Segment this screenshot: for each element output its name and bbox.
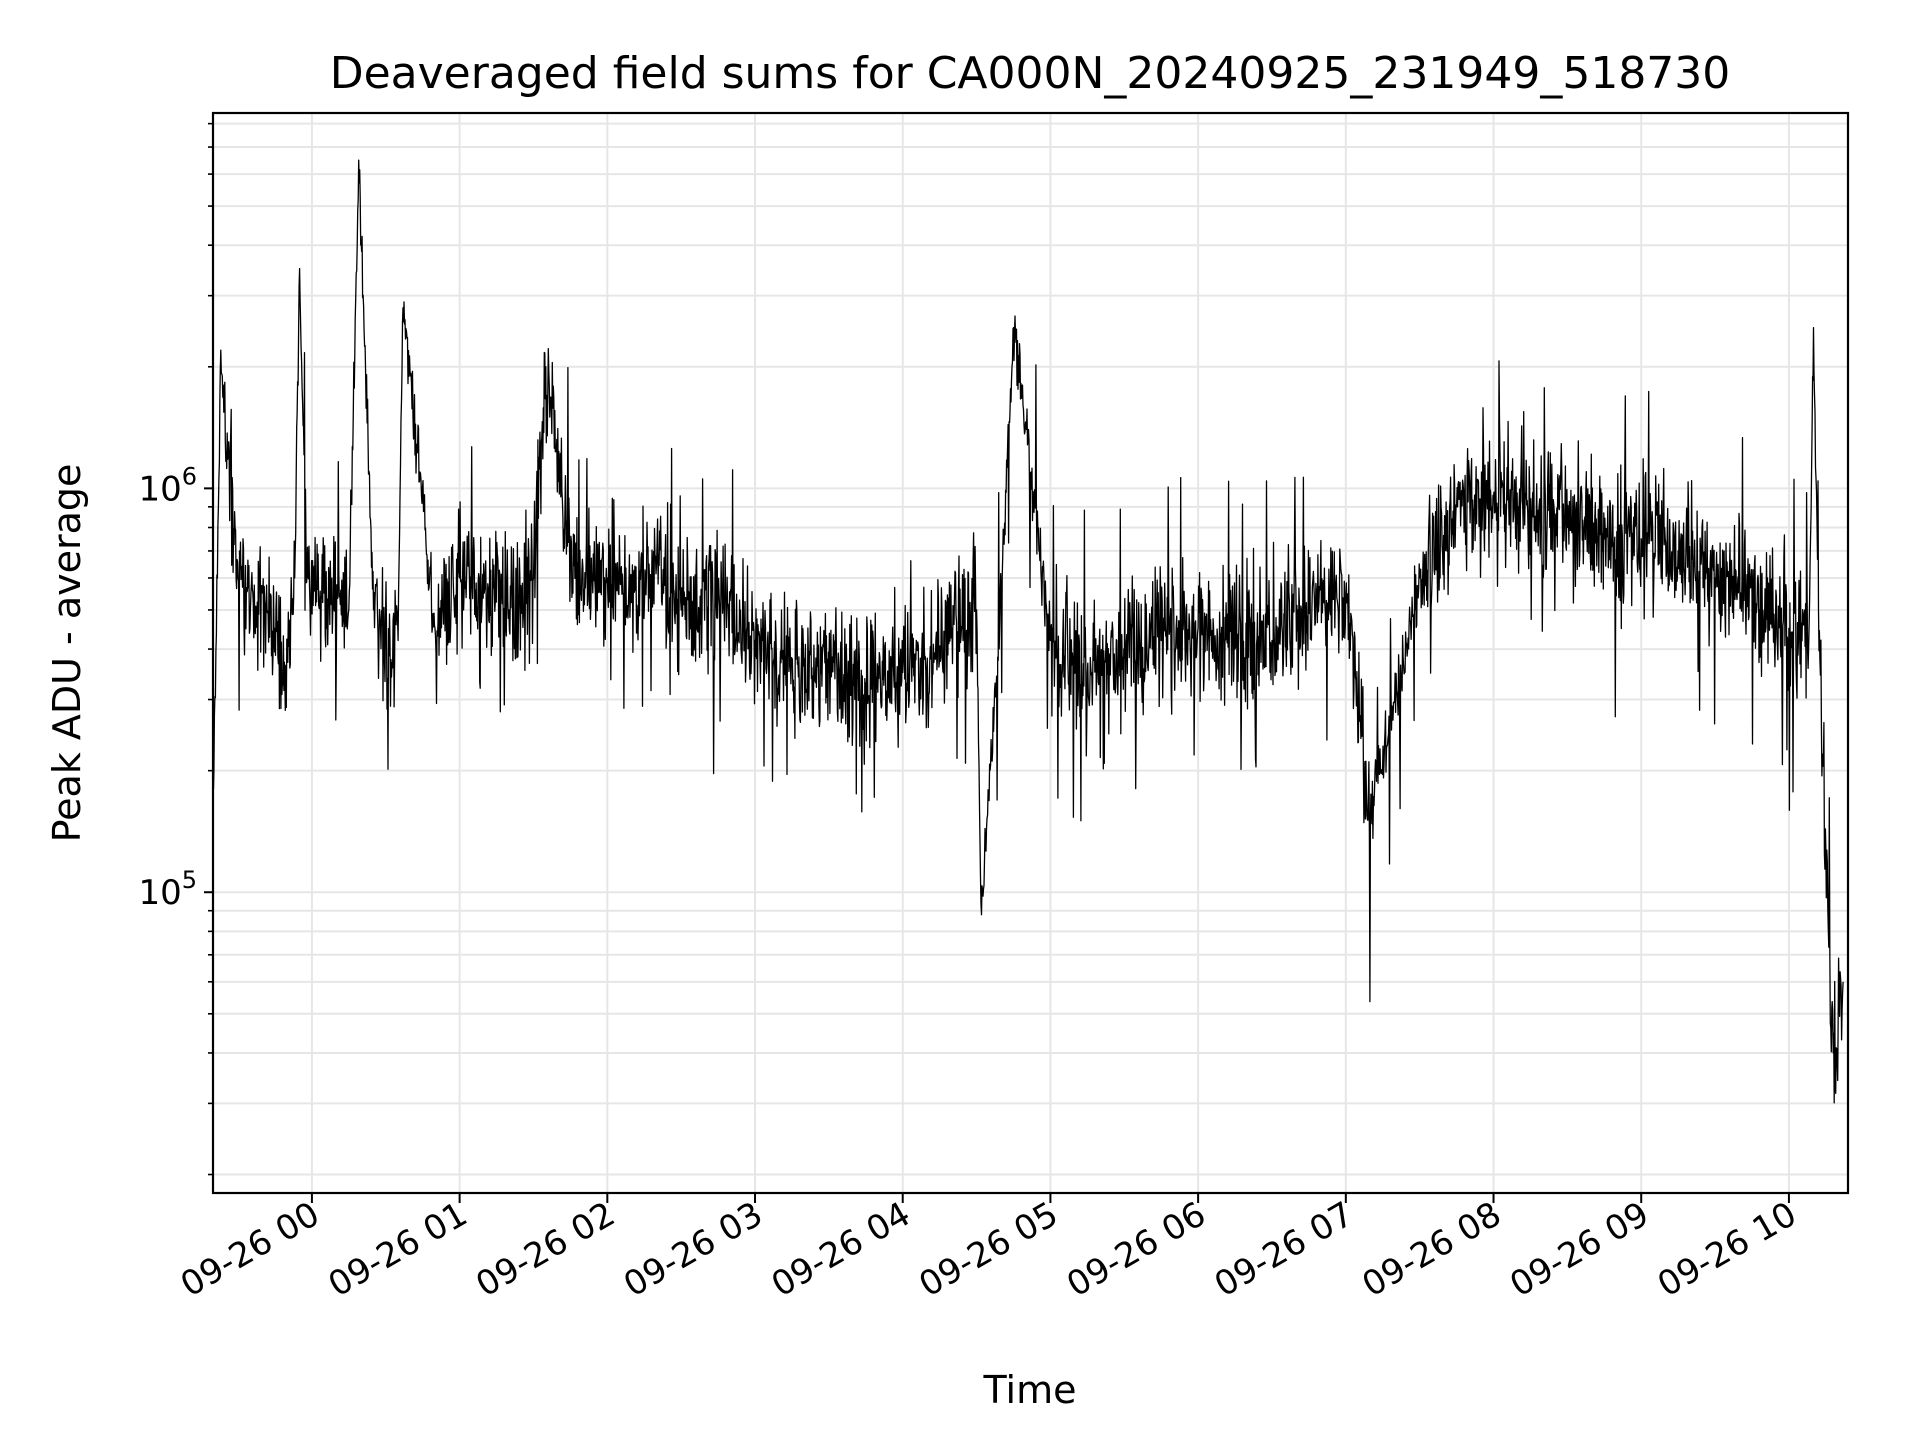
y-tick-label: 106 xyxy=(138,462,197,509)
series-line-0 xyxy=(212,159,1844,1104)
y-tick-label: 105 xyxy=(138,866,197,913)
y-axis-label: Peak ADU - average xyxy=(45,464,89,843)
y-axis-ticks: 105 106 xyxy=(138,122,213,1176)
grid xyxy=(213,113,1848,1193)
x-axis-label: Time xyxy=(983,1368,1077,1412)
chart-title: Deaveraged field sums for CA000N_2024092… xyxy=(330,48,1731,99)
plot-area-frame xyxy=(211,111,1850,1195)
series-layer xyxy=(212,159,1844,1104)
